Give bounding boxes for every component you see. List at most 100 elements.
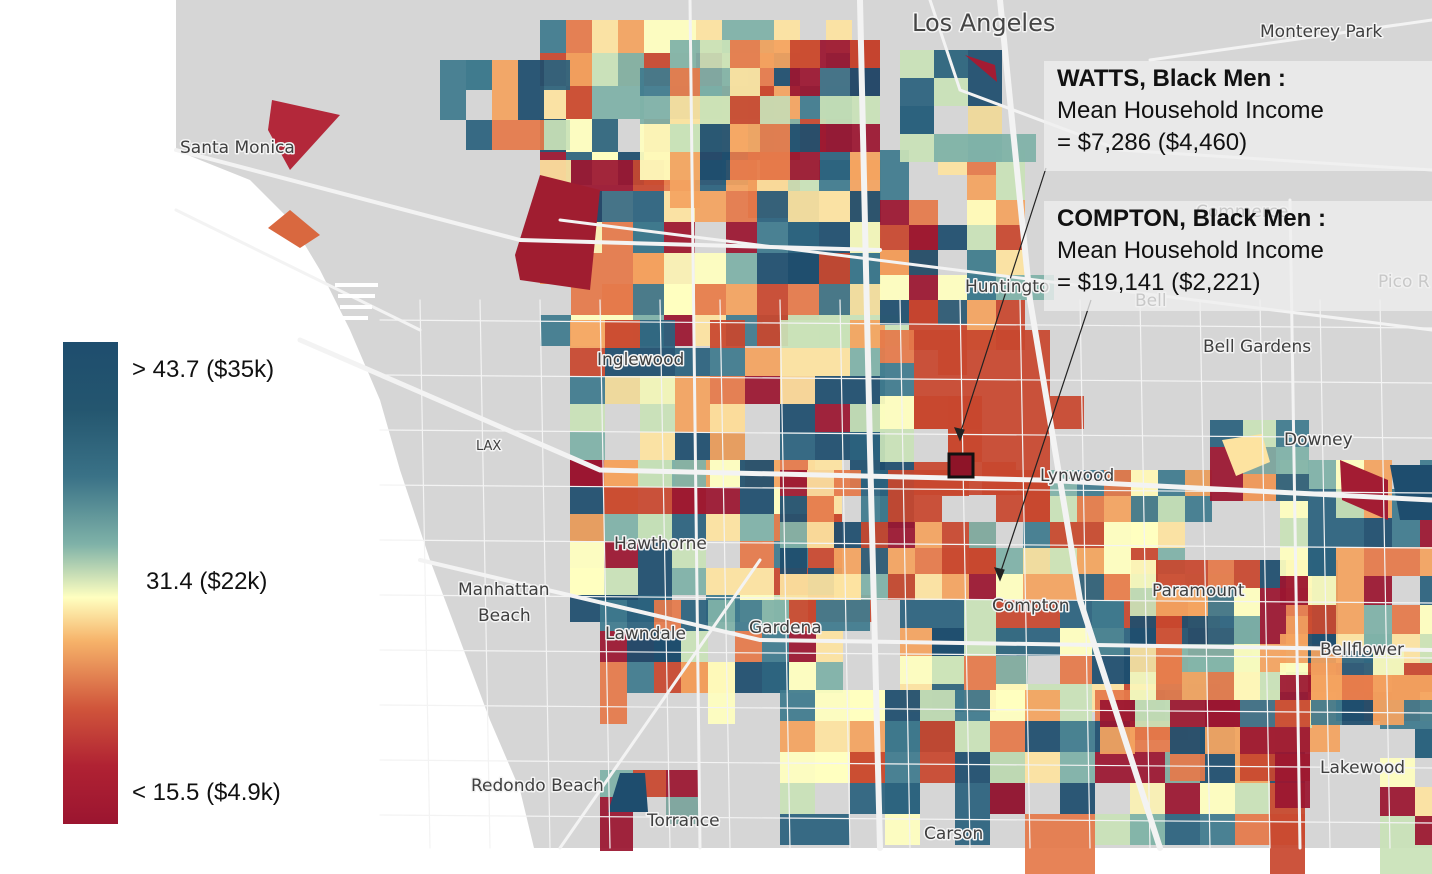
- census-tract: [967, 200, 996, 225]
- census-tract: [780, 690, 815, 721]
- census-tract: [807, 522, 834, 548]
- census-tract: [1028, 600, 1060, 628]
- census-tract: [706, 514, 740, 541]
- census-tract: [888, 470, 915, 496]
- census-tract: [1275, 700, 1310, 727]
- census-tract: [1104, 574, 1131, 600]
- census-tract: [819, 191, 850, 222]
- census-tract: [1200, 783, 1235, 814]
- census-tract: [633, 222, 664, 253]
- census-tract: [1340, 460, 1388, 520]
- census-tract: [780, 783, 815, 814]
- census-tract: [969, 548, 996, 574]
- census-tract: [640, 68, 670, 96]
- census-tract: [780, 348, 815, 376]
- census-tract: [604, 487, 638, 514]
- watts-annotation-line2: = $7,286 ($4,460): [1057, 129, 1248, 156]
- place-label-santa-monica: Santa Monica: [180, 138, 295, 158]
- census-tract: [544, 120, 570, 150]
- road: [779, 299, 791, 849]
- census-tract: [745, 348, 780, 376]
- census-tract: [1130, 560, 1156, 588]
- census-tract: [760, 152, 790, 180]
- census-tract: [608, 773, 648, 812]
- census-tract: [518, 60, 544, 90]
- census-tract: [920, 690, 955, 721]
- road: [659, 299, 671, 849]
- road: [379, 594, 1432, 604]
- census-tract: [780, 721, 815, 752]
- census-tract: [1420, 576, 1432, 605]
- census-tract: [570, 376, 605, 404]
- census-tract: [1373, 675, 1432, 700]
- airport-icon: [335, 283, 378, 320]
- place-label-gardena: Gardena: [749, 618, 822, 638]
- census-tract: [515, 175, 600, 290]
- census-tract: [1023, 496, 1050, 522]
- census-tract: [672, 541, 706, 568]
- census-tract: [816, 600, 870, 631]
- census-tract: [570, 432, 605, 460]
- census-tract: [700, 124, 730, 180]
- census-tract: [780, 432, 815, 460]
- compton-annotation-line1: Mean Household Income: [1057, 237, 1324, 264]
- census-tract: [964, 600, 996, 628]
- legend-mid-label: 31.4 ($22k): [146, 568, 268, 595]
- place-label-lakewood: Lakewood: [1320, 758, 1405, 778]
- road: [719, 299, 731, 849]
- road: [1139, 299, 1151, 849]
- census-tract: [675, 376, 710, 432]
- road: [379, 484, 1432, 494]
- census-tract: [780, 574, 807, 600]
- census-tract: [920, 721, 955, 752]
- census-tract: [967, 275, 996, 300]
- census-tracts: [268, 20, 1432, 874]
- road: [997, 0, 1163, 851]
- census-tract: [1275, 754, 1310, 808]
- place-label-lawndale: Lawndale: [605, 624, 686, 644]
- road: [558, 218, 1432, 332]
- census-tract: [1336, 547, 1364, 576]
- census-tract: [982, 429, 1016, 462]
- census-tract: [780, 404, 815, 432]
- census-tract: [518, 90, 544, 120]
- census-tract: [640, 152, 670, 180]
- census-tract: [1182, 616, 1208, 644]
- census-tract: [990, 783, 1025, 814]
- place-label-paramount: Paramount: [1152, 581, 1245, 601]
- census-tract: [735, 600, 762, 631]
- census-tract: [1240, 700, 1275, 727]
- census-tract: [850, 40, 880, 68]
- census-tract: [466, 120, 492, 150]
- census-tract: [1380, 787, 1415, 816]
- census-tract: [1130, 672, 1156, 700]
- census-tract: [885, 721, 920, 752]
- census-tract: [1025, 814, 1095, 874]
- census-tract: [1234, 560, 1260, 588]
- census-tract: [1364, 547, 1392, 576]
- census-tract: [602, 284, 633, 315]
- census-tract: [915, 470, 942, 496]
- census-tract: [640, 96, 670, 124]
- place-label-carson: Carson: [924, 824, 983, 844]
- census-tract: [834, 548, 861, 574]
- census-tract: [633, 253, 664, 284]
- census-tract: [990, 752, 1025, 783]
- watts-annotation-line1: Mean Household Income: [1057, 97, 1324, 124]
- place-label-torrance: Torrance: [646, 811, 720, 831]
- place-label-los-angeles: Los Angeles: [912, 9, 1055, 37]
- road: [1019, 299, 1031, 849]
- road: [1259, 299, 1271, 849]
- census-tract: [1308, 605, 1336, 634]
- road: [297, 337, 1432, 503]
- census-tract: [1420, 547, 1432, 576]
- census-tract: [968, 134, 1036, 162]
- census-tract: [570, 514, 604, 541]
- census-tract: [1380, 758, 1415, 787]
- census-tract: [1182, 560, 1208, 588]
- census-tract: [815, 376, 850, 404]
- census-tract: [969, 522, 996, 548]
- census-tract: [730, 40, 760, 68]
- census-tract: [1025, 721, 1060, 752]
- census-tract: [1060, 752, 1095, 783]
